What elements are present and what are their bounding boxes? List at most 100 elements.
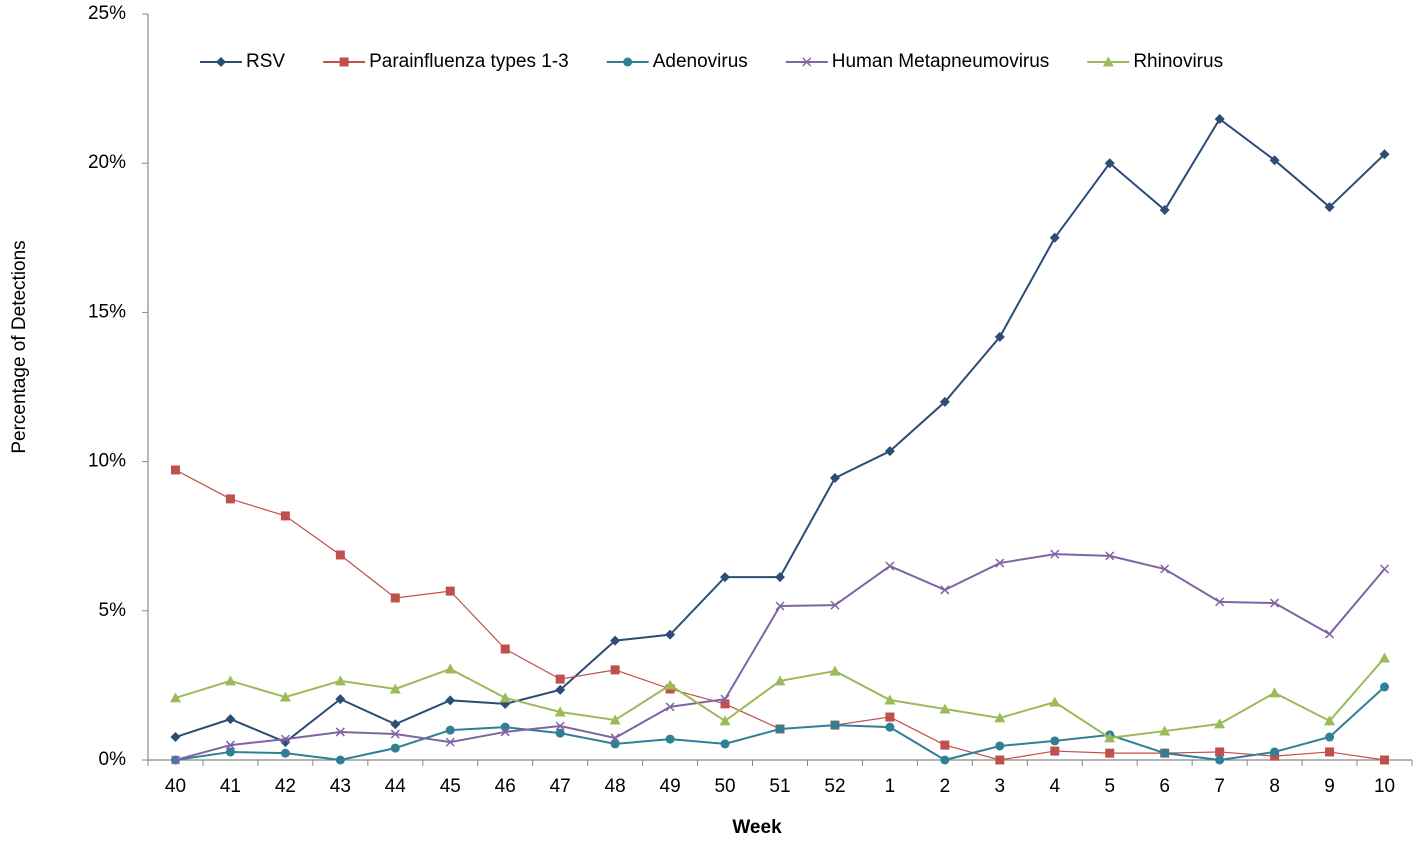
data-point bbox=[1379, 652, 1391, 663]
data-point bbox=[829, 473, 840, 484]
data-point bbox=[665, 734, 675, 744]
data-point bbox=[500, 727, 510, 737]
data-point bbox=[1215, 597, 1225, 607]
data-point bbox=[1049, 696, 1061, 707]
data-point bbox=[1380, 682, 1390, 692]
x-tick-label: 44 bbox=[385, 776, 407, 797]
data-point bbox=[499, 692, 511, 703]
data-point bbox=[170, 732, 181, 743]
data-point bbox=[500, 644, 510, 654]
data-point bbox=[170, 755, 181, 765]
legend-marker bbox=[339, 57, 349, 67]
x-axis-title: Week bbox=[732, 817, 782, 838]
data-point bbox=[555, 674, 565, 684]
x-tick-label: 45 bbox=[440, 776, 461, 797]
y-tick-label: 25% bbox=[88, 3, 126, 24]
x-tick-label: 51 bbox=[769, 776, 790, 797]
data-point bbox=[940, 755, 950, 765]
data-point bbox=[335, 694, 346, 705]
data-point bbox=[829, 665, 841, 676]
data-point bbox=[610, 635, 621, 646]
data-point bbox=[445, 586, 455, 596]
x-tick-label: 5 bbox=[1104, 776, 1115, 797]
data-point bbox=[1214, 114, 1225, 125]
data-point bbox=[885, 722, 895, 732]
data-point bbox=[884, 694, 896, 705]
data-point bbox=[555, 684, 566, 695]
data-point bbox=[995, 558, 1005, 568]
x-tick-label: 40 bbox=[165, 776, 186, 797]
data-point bbox=[444, 663, 456, 674]
data-point bbox=[1270, 598, 1280, 608]
data-point bbox=[994, 331, 1005, 342]
x-tick-label: 9 bbox=[1324, 776, 1335, 797]
data-point bbox=[280, 511, 290, 521]
data-point bbox=[225, 714, 236, 725]
data-point bbox=[1324, 202, 1335, 213]
data-point bbox=[335, 550, 345, 560]
data-point bbox=[555, 728, 565, 738]
y-axis-title: Percentage of Detections bbox=[9, 240, 30, 453]
data-point bbox=[1160, 748, 1170, 758]
data-point bbox=[665, 702, 675, 712]
data-point bbox=[720, 694, 730, 704]
data-point bbox=[390, 593, 400, 603]
series-line bbox=[175, 686, 1386, 762]
data-point bbox=[500, 722, 510, 732]
data-point bbox=[609, 714, 621, 725]
data-point bbox=[1104, 158, 1115, 169]
y-tick-label: 15% bbox=[88, 301, 126, 322]
data-point bbox=[884, 446, 895, 457]
data-point bbox=[1325, 747, 1335, 757]
x-tick-label: 1 bbox=[885, 776, 896, 797]
data-point bbox=[280, 734, 290, 744]
data-point bbox=[1269, 687, 1281, 698]
data-point bbox=[775, 601, 785, 611]
data-point bbox=[885, 561, 895, 571]
x-tick-label: 3 bbox=[995, 776, 1006, 797]
data-point bbox=[1380, 755, 1390, 765]
x-tick-label: 48 bbox=[605, 776, 626, 797]
data-point bbox=[1050, 549, 1060, 559]
data-point bbox=[390, 729, 400, 739]
x-tick-label: 41 bbox=[220, 776, 241, 797]
data-point bbox=[554, 706, 566, 717]
data-point bbox=[169, 692, 181, 703]
data-point bbox=[335, 755, 345, 765]
data-point bbox=[1215, 747, 1225, 757]
x-tick-label: 52 bbox=[824, 776, 845, 797]
data-point bbox=[830, 720, 840, 730]
data-point bbox=[555, 721, 565, 731]
y-tick-label: 5% bbox=[99, 600, 127, 621]
x-tick-label: 4 bbox=[1049, 776, 1060, 797]
data-point bbox=[1214, 718, 1226, 729]
legend-label: Adenovirus bbox=[653, 51, 748, 72]
data-point bbox=[390, 743, 400, 753]
data-point bbox=[664, 679, 676, 690]
data-point bbox=[225, 747, 235, 757]
series-line bbox=[175, 469, 1385, 761]
data-point bbox=[885, 712, 895, 722]
data-point bbox=[1104, 732, 1116, 743]
x-tick-label: 49 bbox=[660, 776, 681, 797]
x-tick-label: 7 bbox=[1214, 776, 1225, 797]
data-point bbox=[334, 675, 346, 686]
data-point bbox=[1159, 725, 1171, 736]
data-point bbox=[170, 465, 180, 475]
data-point bbox=[445, 695, 456, 706]
data-point bbox=[224, 675, 236, 686]
data-point bbox=[719, 715, 731, 726]
data-point bbox=[280, 748, 290, 758]
x-tick-label: 10 bbox=[1374, 776, 1395, 797]
data-point bbox=[775, 724, 785, 734]
data-point bbox=[335, 727, 345, 737]
data-point bbox=[720, 699, 730, 709]
y-tick-label: 0% bbox=[99, 749, 127, 770]
data-point bbox=[1050, 736, 1060, 746]
y-tick-label: 10% bbox=[88, 451, 126, 472]
legend-label: RSV bbox=[246, 51, 285, 72]
data-point bbox=[665, 629, 676, 640]
x-tick-label: 8 bbox=[1269, 776, 1280, 797]
